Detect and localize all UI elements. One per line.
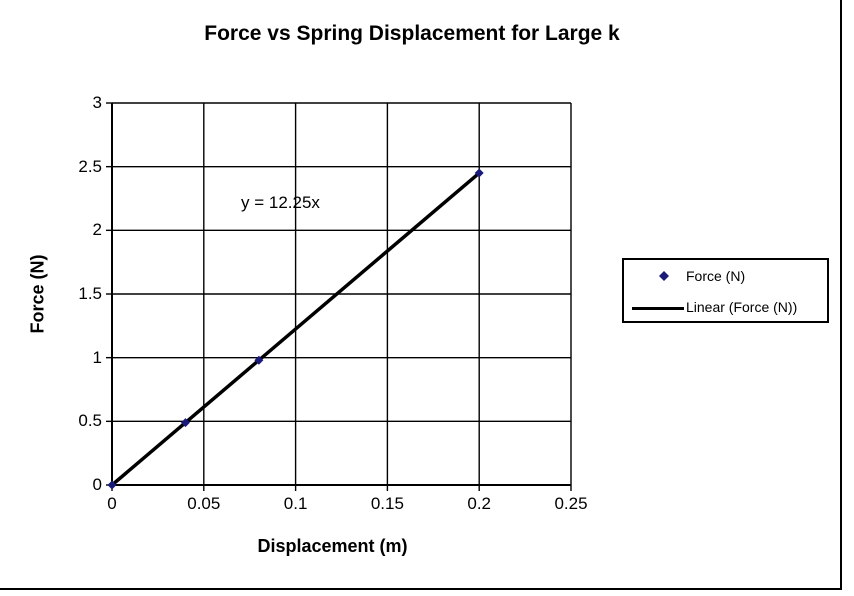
y-tick-label: 1 bbox=[92, 347, 102, 367]
y-tick-label: 0 bbox=[92, 475, 102, 494]
y-tick-label: 2.5 bbox=[78, 156, 102, 176]
y-tick-label: 3 bbox=[92, 93, 102, 112]
legend-item-linear: Linear (Force (N)) bbox=[624, 297, 827, 317]
data-point bbox=[180, 418, 190, 428]
legend: Force (N) Linear (Force (N)) bbox=[622, 258, 829, 323]
chart-frame bbox=[0, 0, 842, 590]
legend-label-linear: Linear (Force (N)) bbox=[686, 299, 798, 315]
data-point bbox=[107, 480, 117, 490]
x-tick-label: 0.25 bbox=[554, 494, 588, 513]
data-point bbox=[254, 355, 264, 365]
y-tick-label: 0.5 bbox=[78, 411, 102, 431]
y-tick-label: 1.5 bbox=[78, 284, 102, 303]
y-tick-label: 2 bbox=[92, 220, 102, 240]
x-tick-label: 0.1 bbox=[283, 494, 308, 513]
x-tick-label: 0.05 bbox=[187, 494, 221, 513]
x-tick-label: 0 bbox=[107, 494, 117, 513]
chart-title: Force vs Spring Displacement for Large k bbox=[204, 22, 620, 45]
trendline bbox=[110, 171, 481, 487]
data-point bbox=[474, 168, 484, 178]
x-tick-label: 0.2 bbox=[467, 494, 492, 513]
trendline-equation: y = 12.25x bbox=[241, 193, 320, 212]
legend-label-force: Force (N) bbox=[686, 268, 746, 284]
x-tick-label: 0.15 bbox=[370, 494, 404, 513]
diamond-marker-icon bbox=[658, 269, 670, 285]
legend-item-force: Force (N) bbox=[624, 266, 827, 286]
trendline-swatch bbox=[632, 307, 684, 310]
x-axis-label: Displacement (m) bbox=[257, 536, 408, 556]
